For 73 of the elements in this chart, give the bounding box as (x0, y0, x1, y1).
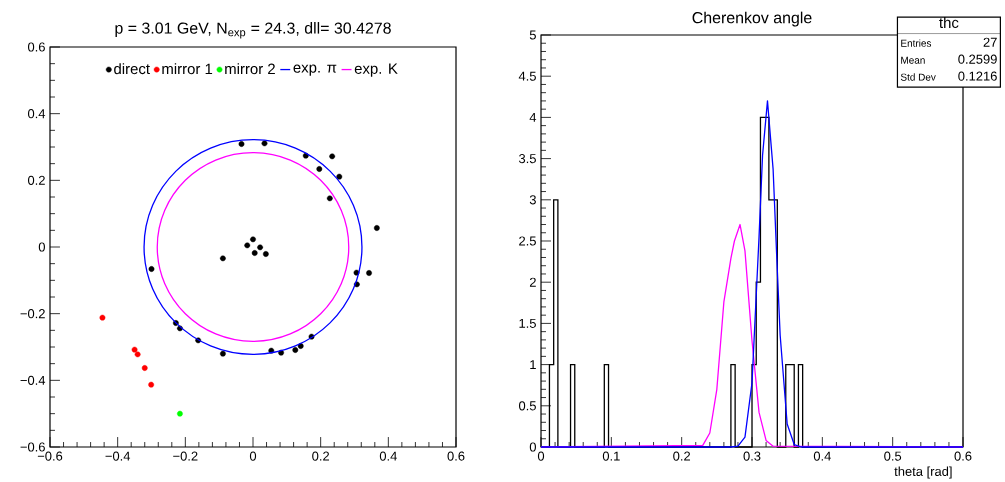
y-tick-label: 3 (529, 195, 536, 205)
point (134, 351, 141, 358)
x-tick-label: 0.6 (447, 451, 465, 461)
point (261, 140, 268, 147)
point (316, 166, 323, 172)
x-tick-label: 0.4 (813, 451, 831, 461)
point (297, 343, 304, 349)
y-tick-label: 4 (529, 112, 537, 122)
x-tick-label: −0.2 (173, 451, 198, 461)
point (353, 269, 360, 276)
y-tick-label: 4.5 (518, 71, 536, 81)
y-tick-label: −0.6 (20, 442, 45, 452)
x-tick-label: 0.6 (954, 451, 972, 461)
text: thc (939, 17, 959, 29)
x-tick-label: 0.2 (312, 451, 330, 461)
annotation: 0.1216 (958, 71, 997, 81)
annotation: Entries (901, 39, 932, 47)
point (244, 242, 251, 249)
y-tick-label: 0.5 (518, 401, 536, 411)
x-tick-label: −0.6 (37, 451, 63, 461)
legend-label: direct (114, 63, 150, 75)
point (141, 365, 148, 371)
point (373, 225, 380, 231)
y-tick-label: 3.5 (518, 154, 536, 164)
point (250, 236, 256, 243)
point (262, 251, 269, 257)
y-tick-label: 1 (530, 360, 536, 370)
y-tick-label: −0.2 (20, 309, 45, 319)
y-tick-label: 0.2 (27, 175, 45, 185)
x-tick-label: 0.2 (673, 451, 691, 461)
y-tick-label: −0.4 (20, 375, 46, 385)
point (131, 346, 138, 353)
y-tick-label: 0 (38, 242, 45, 252)
legend-label: mirror 1 (162, 63, 213, 75)
x-tick-label: −0.4 (105, 451, 131, 461)
y-tick-label: 1.5 (519, 318, 536, 328)
annotation: Mean (901, 56, 925, 64)
point (329, 153, 336, 160)
text: 27 (983, 37, 997, 47)
point (336, 173, 343, 180)
point (302, 152, 309, 159)
y-tick-label: 5 (529, 30, 536, 40)
point (148, 266, 155, 272)
annotation: Std Dev (900, 73, 936, 81)
x-tick-label: 0 (249, 451, 257, 461)
point (251, 250, 258, 256)
x-tick-label: 0.3 (743, 451, 761, 461)
point (220, 350, 226, 357)
x-tick-label: 0 (537, 451, 545, 461)
point (292, 347, 299, 353)
point (366, 270, 372, 276)
point (238, 141, 245, 147)
point (99, 314, 106, 321)
annotation: exp. π (293, 64, 337, 76)
chart-title: Cherenkov angle (692, 11, 812, 27)
y-tick-label: 2.5 (519, 236, 536, 246)
point (326, 195, 333, 202)
point (257, 244, 263, 251)
annotation: 0.2599 (958, 54, 997, 64)
point (148, 381, 155, 388)
annotation: exp. K (354, 63, 398, 77)
y-tick-label: 2 (529, 277, 536, 287)
point (220, 255, 226, 262)
point (177, 410, 183, 417)
x-tick-label: 0.4 (379, 451, 397, 461)
x-axis-title: theta [rad] (894, 466, 952, 479)
y-tick-label: 0.6 (27, 42, 45, 52)
y-tick-label: 0.4 (27, 109, 46, 119)
chart-title: p = 3.01 GeV, N$_{exp}$ = 24.3, dll= 30.4278 (115, 22, 391, 39)
y-tick-label: 0 (529, 442, 536, 452)
x-tick-label: 0.5 (884, 451, 902, 461)
x-tick-label: 0.1 (602, 451, 620, 461)
legend-label: mirror 2 (225, 63, 275, 75)
